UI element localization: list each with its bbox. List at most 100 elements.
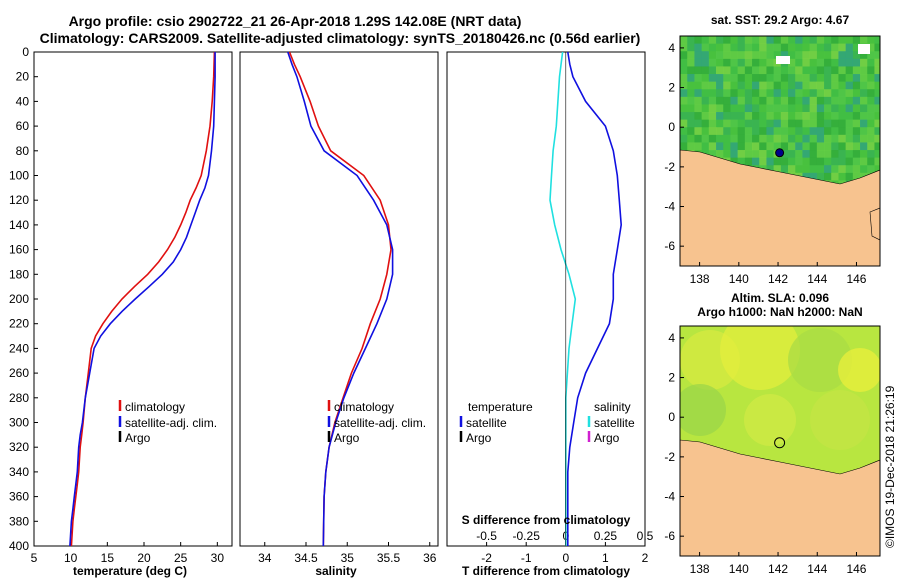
- sst-pixel: [788, 96, 796, 105]
- depth-tick-label: 160: [9, 243, 29, 257]
- x-tick-label: 34.5: [294, 551, 318, 565]
- sst-pixel: [852, 172, 861, 181]
- sst-pixel: [788, 142, 796, 151]
- sst-pixel: [773, 36, 781, 44]
- sst-pixel: [766, 157, 774, 166]
- sst-pixel: [845, 119, 853, 128]
- lon-tick-label: 144: [807, 562, 827, 576]
- sst-pixel: [860, 150, 868, 158]
- sst-pixel: [816, 81, 825, 90]
- sst-pixel: [723, 81, 731, 90]
- sst-pixel: [759, 43, 767, 52]
- sst-pixel: [867, 43, 875, 52]
- s-diff-tick-label: -0.5: [476, 529, 497, 543]
- sst-pixel: [845, 74, 853, 82]
- x-tick-label: 35.5: [377, 551, 401, 565]
- sst-pixel: [845, 89, 853, 97]
- sst-pixel: [824, 58, 832, 67]
- sst-pixel: [723, 134, 731, 143]
- sst-pixel: [816, 96, 825, 105]
- sst-pixel: [860, 165, 868, 173]
- sst-pixel: [874, 127, 880, 135]
- sst-pixel: [766, 89, 774, 97]
- sst-pixel: [831, 74, 839, 82]
- sst-pixel: [737, 112, 745, 120]
- sst-pixel: [802, 150, 810, 158]
- sst-pixel: [867, 157, 875, 166]
- sst-pixel: [759, 134, 767, 143]
- sst-pixel: [838, 74, 846, 82]
- sst-pixel: [730, 58, 738, 67]
- sst-pixel: [824, 112, 832, 120]
- legend-sal-satellite-label: satellite: [594, 416, 635, 430]
- sst-pixel: [838, 134, 846, 143]
- series-line-climatology: [70, 51, 216, 547]
- sst-pixel: [759, 157, 767, 166]
- sst-pixel: [737, 157, 745, 166]
- sst-pixel: [744, 157, 753, 166]
- sst-pixel: [687, 112, 695, 120]
- sst-pixel: [737, 127, 745, 135]
- temperature-legend: climatology satellite-adj. clim. Argo: [118, 400, 217, 445]
- sst-pixel: [845, 96, 853, 105]
- sst-pixel: [788, 74, 796, 82]
- sst-pixel: [802, 165, 810, 173]
- sst-pixel: [723, 66, 731, 75]
- difference-legend: temperature satellite Argo salinity sate…: [459, 400, 635, 445]
- sst-pixel: [874, 96, 880, 105]
- sst-pixel: [744, 81, 753, 90]
- sst-pixel: [780, 104, 789, 113]
- sst-pixel: [867, 89, 875, 97]
- depth-tick-label: 220: [9, 317, 29, 331]
- sst-pixel: [737, 134, 745, 143]
- sst-pixel: [766, 165, 774, 173]
- sst-pixel: [802, 81, 810, 90]
- sst-pixel: [852, 51, 861, 59]
- sst-pixel: [838, 51, 846, 59]
- sst-pixel: [701, 134, 709, 143]
- sst-pixel: [766, 74, 774, 82]
- sst-pixel: [802, 36, 810, 44]
- sst-pixel: [737, 150, 745, 158]
- sst-map-frame: [679, 35, 881, 267]
- sst-pixel: [852, 150, 861, 158]
- sst-pixel: [852, 127, 861, 135]
- t-difference-xlabel: T difference from climatology: [462, 564, 630, 578]
- sst-pixel: [845, 58, 853, 67]
- sst-pixel: [874, 165, 880, 173]
- sla-blob: [680, 384, 726, 436]
- sst-pixel: [701, 51, 709, 59]
- sst-pixel: [752, 96, 760, 105]
- sst-pixel: [824, 142, 832, 151]
- sst-pixel: [766, 142, 774, 151]
- sst-pixel: [802, 134, 810, 143]
- sst-pixel: [759, 74, 767, 82]
- sst-pixel: [838, 165, 846, 173]
- sst-pixel: [752, 66, 760, 75]
- sst-pixel: [694, 36, 702, 44]
- sst-pixel: [867, 51, 875, 59]
- sst-pixel: [723, 127, 731, 135]
- depth-tick-label: 140: [9, 218, 29, 232]
- sla-blob: [838, 348, 880, 392]
- sst-pixel: [788, 112, 796, 120]
- sst-pixel: [708, 104, 717, 113]
- sst-pixel: [752, 43, 760, 52]
- sst-pixel: [802, 74, 810, 82]
- legend-argo-label: Argo: [125, 431, 151, 445]
- sst-pixel: [766, 36, 774, 44]
- sst-pixel: [773, 43, 781, 52]
- sst-pixel: [752, 134, 760, 143]
- sst-pixel: [795, 51, 803, 59]
- sst-pixel: [780, 112, 789, 120]
- sst-pixel: [788, 43, 796, 52]
- sst-pixel: [701, 104, 709, 113]
- legend-temp-argo-label: Argo: [466, 431, 492, 445]
- sst-pixel: [838, 150, 846, 158]
- sst-pixel: [716, 142, 724, 151]
- sst-pixel: [687, 96, 695, 105]
- sst-pixel: [773, 165, 781, 173]
- sst-pixel: [860, 157, 868, 166]
- sst-pixel: [860, 74, 868, 82]
- legend-climatology-label: climatology: [334, 400, 394, 414]
